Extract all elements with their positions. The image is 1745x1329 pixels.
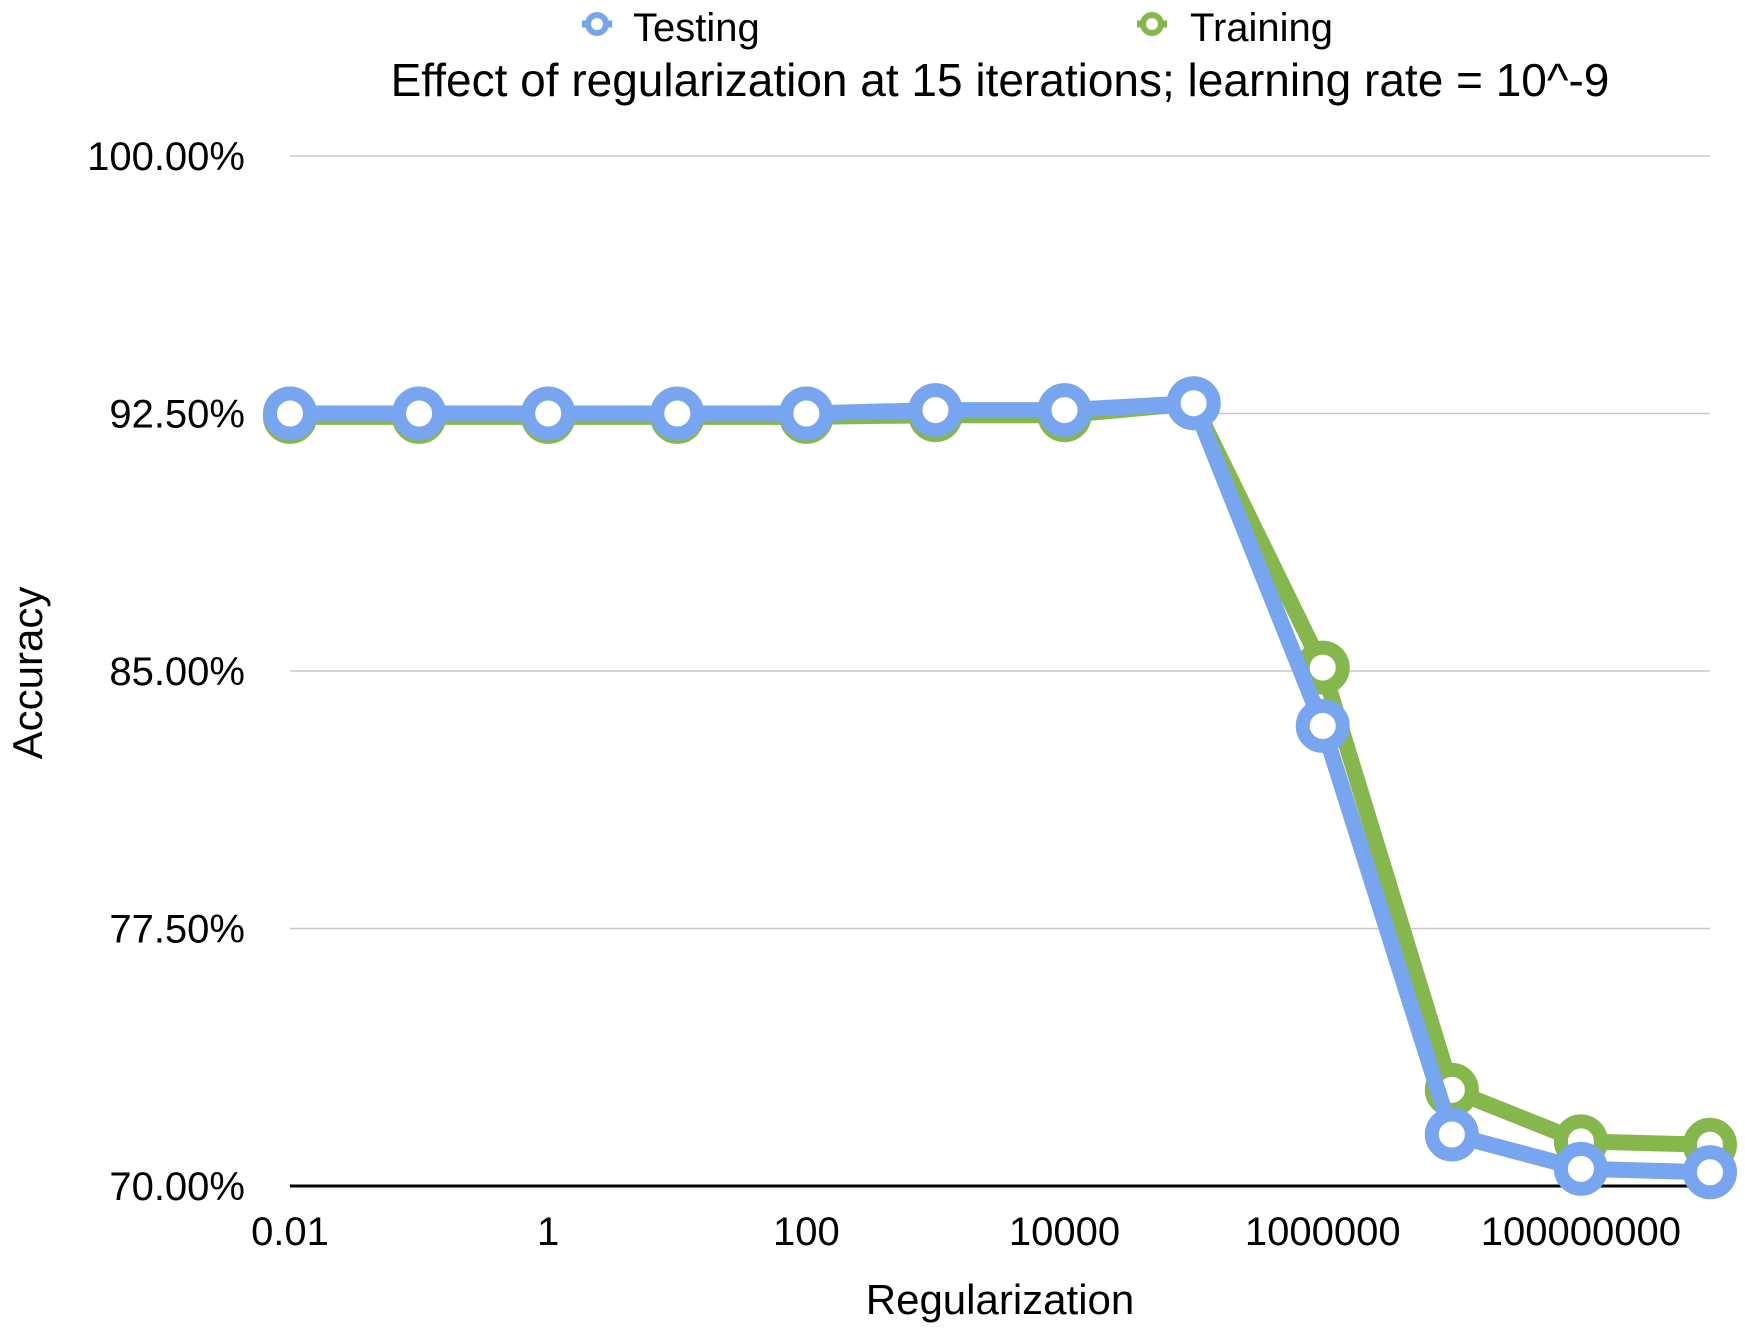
data-point-testing — [1037, 383, 1092, 438]
legend-item-training: Training — [1137, 6, 1333, 50]
data-point-testing — [392, 386, 447, 441]
x-tick-label: 1000000 — [1245, 1210, 1401, 1254]
chart-title: Effect of regularization at 15 iteration… — [391, 54, 1610, 106]
data-point-testing — [1295, 698, 1350, 753]
series-training — [263, 376, 1737, 1172]
data-point-testing — [521, 386, 576, 441]
data-series — [263, 376, 1737, 1200]
series-line-testing — [282, 395, 1718, 1181]
legend-label-training: Training — [1190, 6, 1333, 50]
x-tick-label: 1 — [537, 1210, 559, 1254]
gridlines — [290, 155, 1710, 1188]
legend-marker-training — [1140, 12, 1164, 36]
y-tick-label: 77.50% — [109, 908, 245, 952]
x-tick-label: 10000 — [1009, 1210, 1120, 1254]
data-point-testing — [1553, 1141, 1608, 1196]
legend-marker-testing — [585, 12, 609, 36]
y-tick-label: 92.50% — [109, 393, 245, 437]
x-tick-label: 100000000 — [1481, 1210, 1681, 1254]
y-tick-label: 70.00% — [109, 1165, 245, 1209]
y-tick-labels: 100.00% 92.50% 85.00% 77.50% 70.00% — [87, 135, 245, 1209]
legend: Testing Training — [582, 6, 1333, 50]
y-tick-label: 100.00% — [87, 135, 245, 179]
x-tick-label: 100 — [773, 1210, 840, 1254]
data-point-testing — [263, 386, 317, 441]
series-line-training — [282, 395, 1718, 1153]
data-point-testing — [1683, 1145, 1737, 1200]
legend-label-testing: Testing — [633, 6, 760, 50]
series-testing — [263, 376, 1737, 1200]
legend-item-testing: Testing — [582, 6, 760, 50]
data-point-testing — [779, 386, 834, 441]
data-point-testing — [1424, 1107, 1479, 1162]
y-axis-label: Accuracy — [4, 587, 51, 760]
x-axis-label: Regularization — [866, 1276, 1135, 1323]
x-tick-labels: 0.01 1 100 10000 1000000 100000000 — [251, 1210, 1681, 1254]
data-point-testing — [1166, 376, 1221, 431]
y-tick-label: 85.00% — [109, 650, 245, 694]
data-point-testing — [650, 386, 705, 441]
data-point-testing — [908, 383, 963, 438]
x-tick-label: 0.01 — [251, 1210, 329, 1254]
